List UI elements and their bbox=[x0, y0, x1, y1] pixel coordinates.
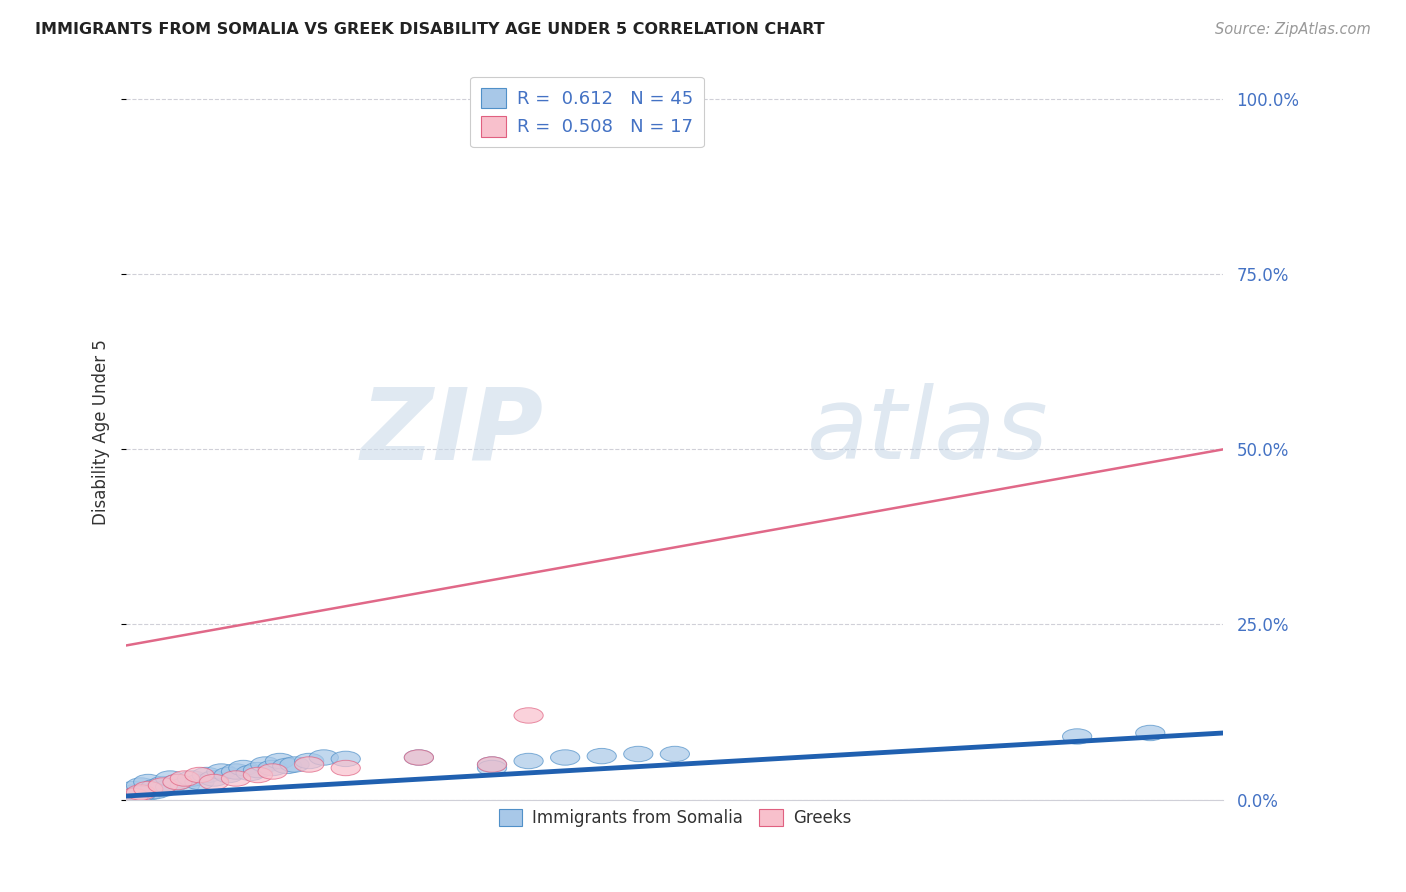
Ellipse shape bbox=[148, 778, 177, 793]
Ellipse shape bbox=[624, 747, 652, 762]
Ellipse shape bbox=[120, 789, 148, 804]
Ellipse shape bbox=[280, 756, 309, 772]
Ellipse shape bbox=[193, 767, 221, 782]
Ellipse shape bbox=[405, 750, 433, 765]
Ellipse shape bbox=[330, 760, 360, 776]
Ellipse shape bbox=[170, 778, 200, 793]
Text: ZIP: ZIP bbox=[360, 384, 543, 480]
Ellipse shape bbox=[309, 750, 339, 765]
Ellipse shape bbox=[184, 774, 214, 789]
Ellipse shape bbox=[141, 780, 170, 795]
Ellipse shape bbox=[661, 747, 689, 762]
Ellipse shape bbox=[148, 781, 177, 797]
Ellipse shape bbox=[515, 707, 543, 723]
Ellipse shape bbox=[478, 756, 506, 772]
Ellipse shape bbox=[1063, 729, 1092, 744]
Ellipse shape bbox=[141, 783, 170, 799]
Y-axis label: Disability Age Under 5: Disability Age Under 5 bbox=[93, 339, 110, 524]
Text: Source: ZipAtlas.com: Source: ZipAtlas.com bbox=[1215, 22, 1371, 37]
Ellipse shape bbox=[170, 771, 200, 786]
Ellipse shape bbox=[134, 785, 163, 800]
Ellipse shape bbox=[478, 760, 506, 776]
Ellipse shape bbox=[148, 776, 177, 792]
Ellipse shape bbox=[200, 774, 229, 789]
Ellipse shape bbox=[221, 771, 250, 786]
Ellipse shape bbox=[120, 785, 148, 800]
Ellipse shape bbox=[200, 771, 229, 786]
Ellipse shape bbox=[294, 753, 323, 769]
Ellipse shape bbox=[243, 767, 273, 782]
Ellipse shape bbox=[405, 750, 433, 765]
Ellipse shape bbox=[645, 91, 675, 107]
Legend: Immigrants from Somalia, Greeks: Immigrants from Somalia, Greeks bbox=[491, 800, 859, 835]
Ellipse shape bbox=[127, 786, 156, 802]
Ellipse shape bbox=[177, 771, 207, 786]
Ellipse shape bbox=[221, 764, 250, 780]
Ellipse shape bbox=[163, 774, 193, 789]
Ellipse shape bbox=[250, 756, 280, 772]
Ellipse shape bbox=[229, 760, 257, 776]
Ellipse shape bbox=[127, 778, 156, 793]
Ellipse shape bbox=[243, 763, 273, 778]
Ellipse shape bbox=[588, 748, 616, 764]
Ellipse shape bbox=[207, 764, 236, 780]
Ellipse shape bbox=[266, 753, 294, 769]
Ellipse shape bbox=[120, 781, 148, 797]
Text: atlas: atlas bbox=[807, 384, 1047, 480]
Ellipse shape bbox=[257, 760, 287, 776]
Ellipse shape bbox=[551, 750, 579, 765]
Ellipse shape bbox=[330, 751, 360, 766]
Ellipse shape bbox=[127, 785, 156, 800]
Ellipse shape bbox=[184, 767, 214, 782]
Ellipse shape bbox=[478, 756, 506, 772]
Text: IMMIGRANTS FROM SOMALIA VS GREEK DISABILITY AGE UNDER 5 CORRELATION CHART: IMMIGRANTS FROM SOMALIA VS GREEK DISABIL… bbox=[35, 22, 825, 37]
Ellipse shape bbox=[156, 780, 184, 795]
Ellipse shape bbox=[156, 771, 184, 786]
Ellipse shape bbox=[1136, 725, 1166, 740]
Ellipse shape bbox=[273, 758, 302, 773]
Ellipse shape bbox=[134, 781, 163, 797]
Ellipse shape bbox=[163, 774, 193, 789]
Ellipse shape bbox=[515, 753, 543, 769]
Ellipse shape bbox=[127, 786, 156, 802]
Ellipse shape bbox=[236, 765, 266, 780]
Ellipse shape bbox=[120, 789, 148, 804]
Ellipse shape bbox=[257, 764, 287, 780]
Ellipse shape bbox=[214, 767, 243, 782]
Ellipse shape bbox=[120, 789, 148, 804]
Ellipse shape bbox=[134, 774, 163, 789]
Ellipse shape bbox=[294, 756, 323, 772]
